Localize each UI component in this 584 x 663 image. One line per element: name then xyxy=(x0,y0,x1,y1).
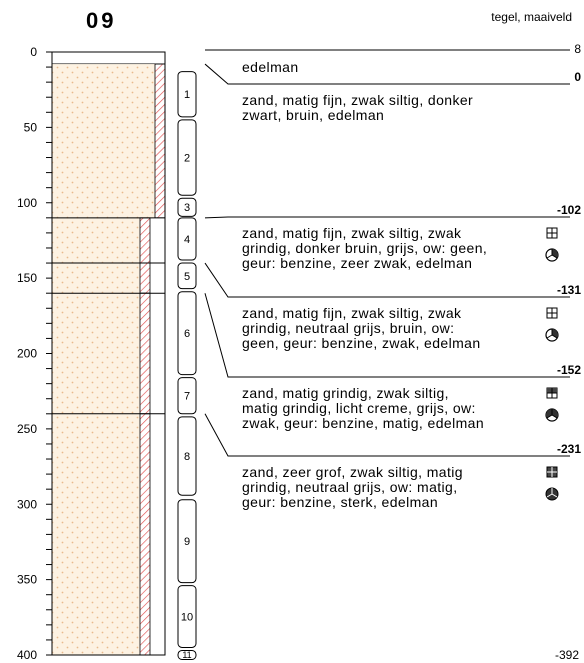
surface-label: tegel, maaiveld xyxy=(491,10,572,24)
leader-line xyxy=(204,63,570,85)
top-band xyxy=(52,52,165,65)
layer-descriptions: 8 edelman 0 zand, matig fijn, zwak siltig, … xyxy=(204,42,581,510)
sample-box xyxy=(177,71,197,118)
grid-square-partial-icon xyxy=(546,387,558,399)
description-line: zwak, geur: benzine, matig, edelman xyxy=(242,415,484,431)
sample-box xyxy=(177,377,197,415)
axis-tick-label: 50 xyxy=(24,120,38,134)
sample-box xyxy=(177,585,197,648)
layer-white-strip xyxy=(150,263,165,294)
layer-white-strip xyxy=(150,217,165,264)
smell-strong-icon xyxy=(545,487,559,501)
layer-hatch xyxy=(139,217,151,264)
layer-hatch xyxy=(139,292,151,415)
grid-square-icon xyxy=(546,227,558,239)
sample-box xyxy=(177,119,197,196)
layer-white-strip xyxy=(150,413,165,655)
sample-box xyxy=(177,217,197,261)
description-line: geur: benzine, zeer zwak, edelman xyxy=(242,255,472,271)
description-line: zand, zeer grof, zwak siltig, matig xyxy=(242,464,463,480)
bottom-depth-label: -392 xyxy=(555,648,579,662)
sample-label: 7 xyxy=(184,391,190,403)
sample-box xyxy=(177,291,197,376)
sample-box xyxy=(177,649,197,660)
depth-marker: -152 xyxy=(557,363,581,377)
soil-layers xyxy=(52,52,166,656)
layer-hatch xyxy=(154,63,166,219)
sample-box xyxy=(177,416,197,496)
axis-tick-label: 400 xyxy=(17,648,37,662)
axis-tick-label: 350 xyxy=(17,573,37,587)
depth-marker: -102 xyxy=(557,203,581,217)
leader-line xyxy=(204,413,570,457)
axis-tick-label: 0 xyxy=(30,45,37,59)
axis-tick-label: 250 xyxy=(17,422,37,436)
sample-box xyxy=(177,262,197,290)
layer-white-strip xyxy=(150,293,165,414)
sample-label: 3 xyxy=(184,202,190,214)
borehole-title: 09 xyxy=(86,8,116,33)
grid-square-icon xyxy=(546,307,558,319)
depth-marker: 8 xyxy=(574,42,581,56)
layer-hatch xyxy=(139,413,151,656)
axis-tick-label: 100 xyxy=(17,196,37,210)
depth-marker: -131 xyxy=(557,283,581,297)
description-line: geur: benzine, sterk, edelman xyxy=(242,494,438,510)
description-line: zand, matig grindig, zwak siltig, xyxy=(242,385,449,401)
description-line: grindig, neutraal grijs, ow: matig, xyxy=(242,479,458,495)
depth-marker: 0 xyxy=(574,70,581,84)
description-line: zand, matig fijn, zwak siltig, donker xyxy=(242,92,473,108)
description-line: matig grindig, licht creme, grijs, ow: xyxy=(242,400,476,416)
description-line: zand, matig fijn, zwak siltig, zwak xyxy=(242,305,462,321)
sample-box xyxy=(177,499,197,584)
sample-label: 2 xyxy=(184,152,190,164)
leader-line xyxy=(204,293,570,378)
grid-square-filled-icon xyxy=(546,466,558,478)
layer-fill xyxy=(52,64,165,218)
layer-hatch xyxy=(139,262,151,294)
sample-label: 8 xyxy=(184,451,190,463)
sample-label: 5 xyxy=(184,271,190,283)
description-line: zwart, bruin, edelman xyxy=(242,107,384,123)
depth-axis: 0 50 100 150 200 250 300 350 400 xyxy=(17,45,52,662)
smell-weak-icon xyxy=(545,328,559,342)
depth-marker: -231 xyxy=(557,442,581,456)
leader-line xyxy=(204,262,570,298)
description-line: zand, matig fijn, zwak siltig, zwak xyxy=(242,225,462,241)
smell-weak-icon xyxy=(545,248,559,262)
smell-moderate-icon xyxy=(545,408,559,422)
sample-label: 10 xyxy=(181,612,193,624)
sample-label: 4 xyxy=(184,234,190,246)
axis-tick-label: 300 xyxy=(17,497,37,511)
axis-tick-label: 150 xyxy=(17,271,37,285)
description-line: grindig, neutraal grijs, bruin, ow: xyxy=(242,320,454,336)
description-line: geen, geur: benzine, zwak, edelman xyxy=(242,335,481,351)
axis-tick-label: 200 xyxy=(17,347,37,361)
sample-label: 9 xyxy=(184,536,190,548)
sample-box xyxy=(177,197,197,217)
leader-line xyxy=(204,216,570,219)
description-line: edelman xyxy=(242,59,299,75)
sample-label: 11 xyxy=(182,650,191,660)
sample-boxes: 1 2 3 4 5 6 7 8 9 10 11 xyxy=(177,71,197,660)
description-line: grindig, donker bruin, grijs, ow: geen, xyxy=(242,240,487,256)
sample-label: 6 xyxy=(184,328,190,340)
sample-label: 1 xyxy=(184,89,190,101)
